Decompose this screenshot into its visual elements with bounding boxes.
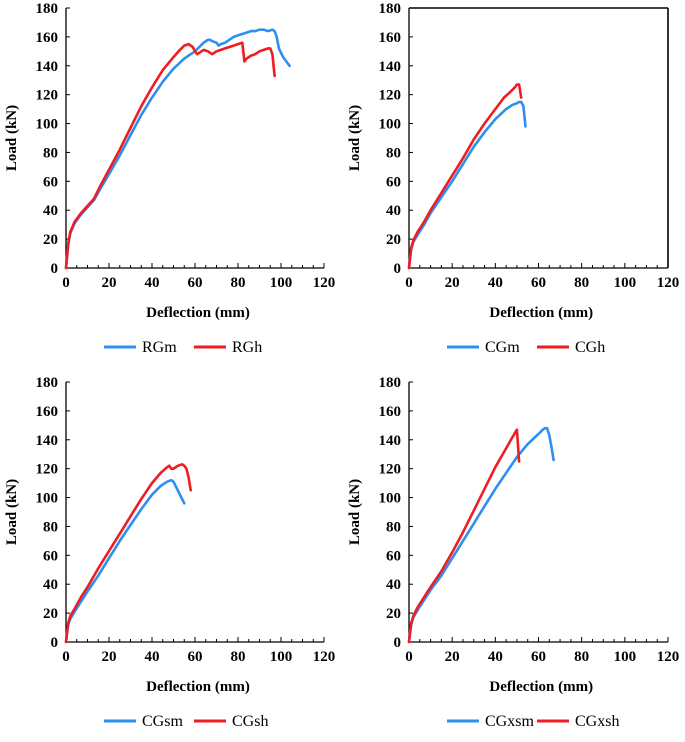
legend-label-CGsh: CGsh (232, 713, 268, 730)
series-line-CGsh (64, 462, 192, 644)
y-tick-label: 180 (36, 1, 59, 17)
y-tick-label: 100 (36, 117, 59, 133)
x-axis-title: Deflection (mm) (146, 305, 250, 321)
x-axis-title: Deflection (mm) (489, 679, 593, 695)
y-tick-label: 40 (386, 203, 401, 219)
y-tick-label: 160 (36, 30, 59, 46)
y-tick-label: 180 (379, 375, 402, 391)
y-tick-label: 0 (51, 261, 59, 277)
x-tick-label: 80 (574, 275, 589, 291)
x-tick-label: 40 (145, 649, 160, 665)
y-tick-label: 140 (36, 59, 59, 75)
chart-panel-3: 0 20 40 60 80 100 120 140 160 180 0 20 40 60 80 100 120 D… (4, 375, 335, 730)
y-axis-title: Load (kN) (347, 479, 363, 545)
y-tick-label: 60 (386, 174, 401, 190)
y-tick-label: 180 (379, 1, 402, 17)
x-tick-label: 0 (62, 275, 70, 291)
series-line-CGxsh (407, 428, 521, 644)
chart-panel-2: 0 20 40 60 80 100 120 140 160 180 0 20 40 60 80 100 120 D… (347, 1, 679, 356)
x-axis-title: Deflection (mm) (489, 305, 593, 321)
x-tick-label: 0 (62, 649, 70, 665)
series-line-CGsm (64, 478, 186, 644)
y-tick-label: 20 (386, 606, 401, 622)
legend-label-CGm: CGm (485, 339, 520, 356)
x-tick-label: 120 (657, 649, 680, 665)
legend-label-CGxsm: CGxsm (485, 713, 534, 730)
y-axis-title: Load (kN) (347, 105, 363, 171)
y-tick-label: 20 (43, 606, 58, 622)
y-tick-label: 180 (36, 375, 59, 391)
x-tick-label: 40 (145, 275, 160, 291)
y-tick-label: 140 (379, 433, 402, 449)
y-tick-label: 60 (386, 548, 401, 564)
y-tick-label: 40 (43, 577, 58, 593)
y-axis-title: Load (kN) (4, 479, 20, 545)
y-tick-label: 120 (379, 462, 402, 478)
y-tick-label: 100 (36, 491, 59, 507)
y-tick-label: 0 (394, 635, 402, 651)
y-tick-label: 80 (43, 145, 58, 161)
x-tick-label: 80 (231, 649, 246, 665)
legend-label-RGh: RGh (232, 339, 262, 356)
x-tick-label: 60 (531, 275, 546, 291)
series-line-CGh (407, 83, 523, 270)
y-tick-label: 160 (379, 404, 402, 420)
chart-panel-4: 0 20 40 60 80 100 120 140 160 180 0 20 40 60 80 100 120 D… (347, 375, 679, 730)
y-axis-title: Load (kN) (4, 105, 20, 171)
series-line-RGm (64, 28, 291, 270)
x-tick-label: 40 (488, 649, 503, 665)
x-tick-label: 100 (270, 649, 293, 665)
x-tick-label: 20 (445, 649, 460, 665)
y-tick-label: 40 (43, 203, 58, 219)
y-tick-label: 160 (36, 404, 59, 420)
y-tick-label: 120 (36, 462, 59, 478)
y-tick-label: 100 (379, 117, 402, 133)
y-tick-label: 140 (379, 59, 402, 75)
y-tick-label: 60 (43, 174, 58, 190)
y-tick-label: 0 (394, 261, 402, 277)
x-tick-label: 120 (657, 275, 680, 291)
x-tick-label: 0 (405, 649, 413, 665)
series-line-RGh (64, 41, 276, 270)
y-tick-label: 80 (386, 145, 401, 161)
y-tick-label: 40 (386, 577, 401, 593)
y-tick-label: 80 (386, 519, 401, 535)
x-tick-label: 0 (405, 275, 413, 291)
x-tick-label: 80 (574, 649, 589, 665)
y-tick-label: 140 (36, 433, 59, 449)
series-line-CGxsm (407, 426, 555, 644)
y-tick-label: 120 (36, 88, 59, 104)
y-tick-label: 0 (51, 635, 59, 651)
y-tick-label: 20 (43, 232, 58, 248)
x-tick-label: 80 (231, 275, 246, 291)
chart-panel-1: 0 20 40 60 80 100 120 140 160 180 0 20 40 60 80 100 120 D… (4, 1, 335, 356)
x-tick-label: 20 (445, 275, 460, 291)
legend-label-CGsm: CGsm (142, 713, 183, 730)
x-tick-label: 20 (102, 275, 117, 291)
legend-label-RGm: RGm (142, 339, 177, 356)
y-tick-label: 120 (379, 88, 402, 104)
x-tick-label: 120 (313, 649, 336, 665)
y-tick-label: 60 (43, 548, 58, 564)
x-axis-title: Deflection (mm) (146, 679, 250, 695)
legend-label-CGh: CGh (575, 339, 605, 356)
x-tick-label: 100 (614, 275, 637, 291)
x-tick-label: 60 (188, 275, 203, 291)
y-tick-label: 20 (386, 232, 401, 248)
x-tick-label: 40 (488, 275, 503, 291)
series-line-CGm (407, 100, 527, 270)
x-tick-label: 20 (102, 649, 117, 665)
y-tick-label: 100 (379, 491, 402, 507)
legend-label-CGxsh: CGxsh (575, 713, 619, 730)
y-tick-label: 160 (379, 30, 402, 46)
x-tick-label: 120 (313, 275, 336, 291)
y-tick-label: 80 (43, 519, 58, 535)
x-tick-label: 60 (531, 649, 546, 665)
x-tick-label: 100 (614, 649, 637, 665)
x-tick-label: 100 (270, 275, 293, 291)
x-tick-label: 60 (188, 649, 203, 665)
